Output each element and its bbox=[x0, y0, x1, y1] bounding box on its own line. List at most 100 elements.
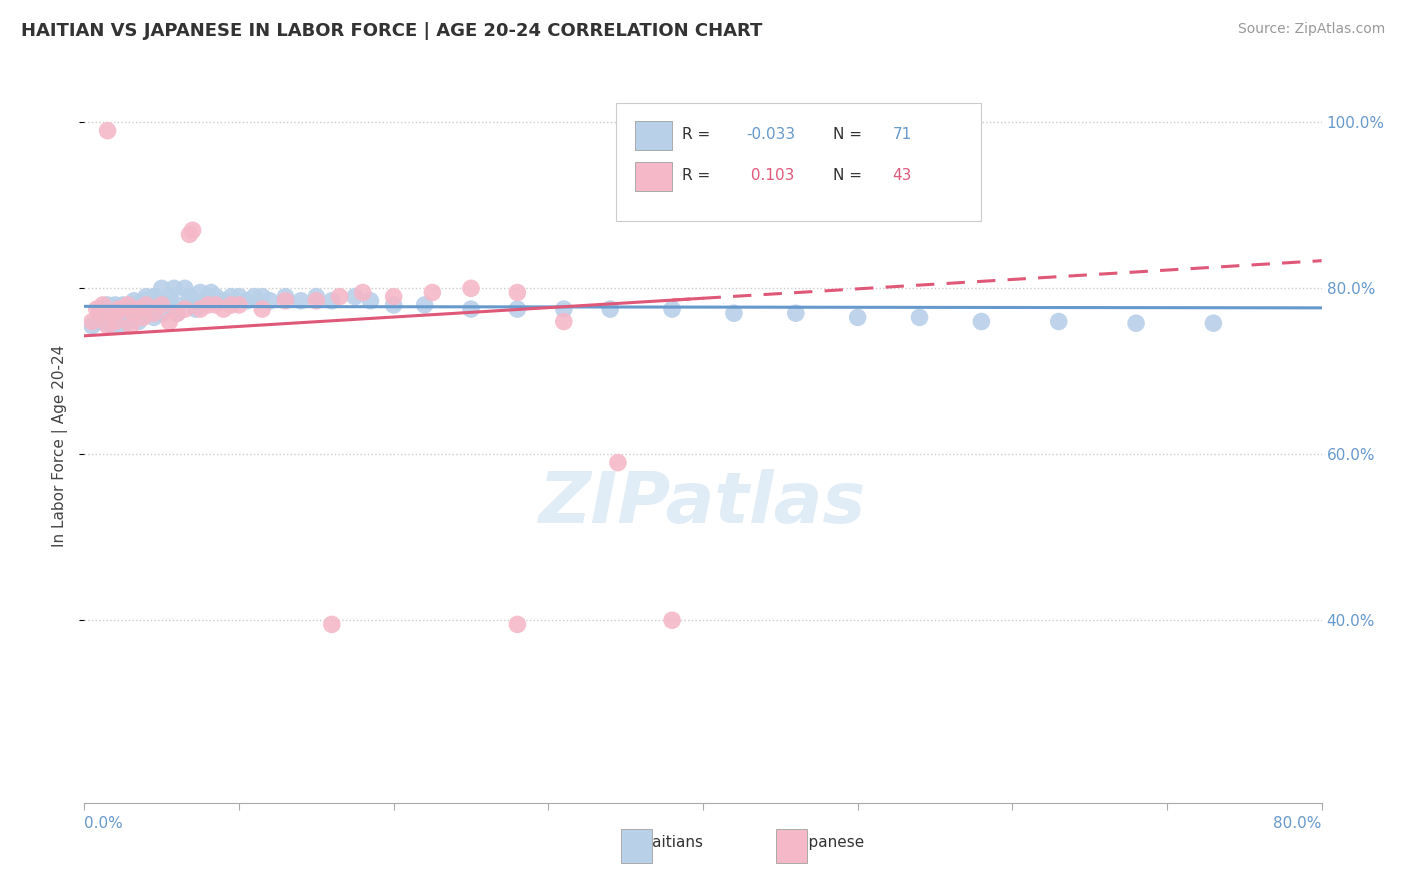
Point bbox=[117, 298, 139, 312]
Point bbox=[104, 298, 127, 312]
Point bbox=[188, 302, 212, 317]
Point bbox=[197, 290, 219, 304]
Point bbox=[91, 306, 114, 320]
Point bbox=[329, 290, 352, 304]
Point bbox=[89, 306, 111, 320]
Point bbox=[179, 290, 201, 304]
Point bbox=[128, 302, 150, 317]
Point bbox=[179, 227, 201, 242]
Point bbox=[159, 298, 181, 312]
FancyBboxPatch shape bbox=[616, 103, 981, 221]
Point bbox=[305, 293, 328, 308]
Point bbox=[661, 613, 683, 627]
Point bbox=[197, 298, 219, 312]
Point bbox=[259, 293, 281, 308]
Point bbox=[135, 306, 157, 320]
Point bbox=[166, 306, 188, 320]
Text: -0.033: -0.033 bbox=[747, 127, 796, 142]
Point bbox=[274, 290, 297, 304]
Text: Japanese: Japanese bbox=[780, 836, 865, 850]
Point bbox=[101, 318, 124, 333]
Point bbox=[460, 281, 482, 295]
Point bbox=[243, 290, 266, 304]
Point bbox=[360, 293, 382, 308]
Point bbox=[506, 302, 529, 317]
Point bbox=[97, 318, 120, 333]
Point bbox=[422, 285, 444, 300]
Point bbox=[200, 285, 222, 300]
Point bbox=[91, 298, 114, 312]
Point bbox=[382, 290, 405, 304]
Point bbox=[181, 293, 204, 308]
Point bbox=[166, 298, 188, 312]
Point bbox=[1047, 314, 1070, 328]
Point bbox=[112, 298, 135, 312]
Point bbox=[132, 310, 155, 325]
Text: Haitians: Haitians bbox=[626, 836, 703, 850]
Point bbox=[188, 285, 212, 300]
Point bbox=[150, 306, 173, 320]
Point bbox=[599, 302, 621, 317]
Y-axis label: In Labor Force | Age 20-24: In Labor Force | Age 20-24 bbox=[52, 345, 69, 547]
Point bbox=[112, 318, 135, 333]
Point bbox=[321, 617, 343, 632]
Point bbox=[209, 293, 232, 308]
Point bbox=[128, 302, 150, 317]
Point bbox=[661, 302, 683, 317]
Point bbox=[305, 290, 328, 304]
Point bbox=[174, 281, 197, 295]
Text: 0.103: 0.103 bbox=[747, 168, 794, 183]
Point bbox=[352, 285, 374, 300]
Point bbox=[166, 306, 188, 320]
Text: R =: R = bbox=[682, 127, 710, 142]
Point bbox=[107, 306, 129, 320]
Point bbox=[138, 298, 160, 312]
Point bbox=[117, 314, 139, 328]
Point bbox=[212, 293, 235, 308]
Point bbox=[607, 456, 630, 470]
FancyBboxPatch shape bbox=[636, 162, 672, 191]
Text: 80.0%: 80.0% bbox=[1274, 816, 1322, 831]
Point bbox=[184, 302, 207, 317]
Point bbox=[159, 314, 181, 328]
Point bbox=[290, 293, 312, 308]
Point bbox=[221, 290, 243, 304]
Point bbox=[228, 298, 250, 312]
Point bbox=[163, 281, 186, 295]
Point bbox=[159, 290, 181, 304]
Point bbox=[97, 310, 120, 325]
FancyBboxPatch shape bbox=[636, 121, 672, 150]
Point bbox=[846, 310, 869, 325]
Point bbox=[120, 318, 142, 333]
Point bbox=[120, 298, 142, 312]
Text: N =: N = bbox=[832, 127, 862, 142]
Point bbox=[132, 293, 155, 308]
Point bbox=[135, 298, 157, 312]
Point bbox=[82, 314, 104, 328]
Point bbox=[228, 290, 250, 304]
Point bbox=[460, 302, 482, 317]
Point bbox=[101, 302, 124, 317]
Point bbox=[344, 290, 367, 304]
Point bbox=[908, 310, 931, 325]
Point bbox=[143, 290, 166, 304]
Point bbox=[236, 293, 259, 308]
Point bbox=[112, 302, 135, 317]
Text: 71: 71 bbox=[893, 127, 911, 142]
Point bbox=[212, 302, 235, 317]
Point bbox=[150, 298, 173, 312]
Point bbox=[97, 124, 120, 138]
Point bbox=[143, 310, 166, 325]
Point bbox=[413, 298, 436, 312]
Text: 0.0%: 0.0% bbox=[84, 816, 124, 831]
Point bbox=[252, 302, 274, 317]
Text: R =: R = bbox=[682, 168, 710, 183]
Point bbox=[104, 314, 127, 328]
Point bbox=[122, 293, 145, 308]
Text: N =: N = bbox=[832, 168, 862, 183]
Point bbox=[506, 285, 529, 300]
Point bbox=[506, 617, 529, 632]
Text: ZIPatlas: ZIPatlas bbox=[540, 468, 866, 538]
Point bbox=[101, 306, 124, 320]
Point bbox=[553, 302, 575, 317]
